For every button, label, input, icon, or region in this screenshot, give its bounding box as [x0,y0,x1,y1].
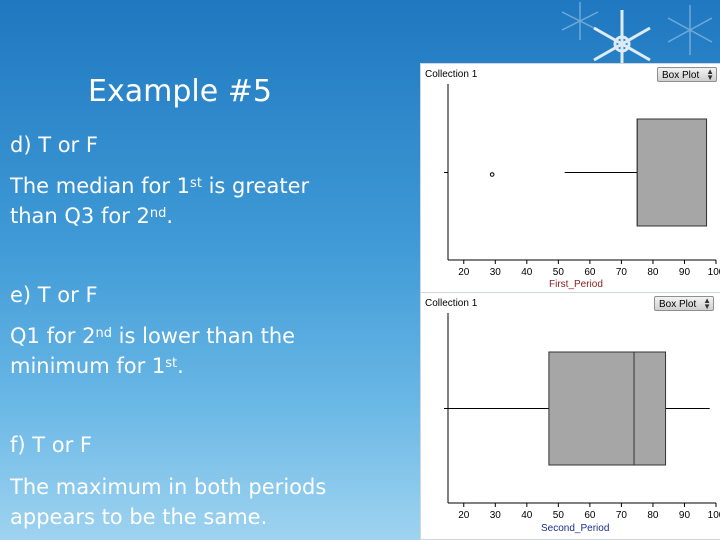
question-e-text: Q1 for 2nd is lower than the minimum for… [10,324,296,378]
question-e-label: e) T or F [10,283,98,307]
x-tick-label: 40 [521,267,533,278]
iqr-box [548,351,667,466]
x-tick-label: 20 [458,267,470,278]
axis-title-second-period: Second_Period [541,523,610,534]
plot-type-dropdown[interactable]: Box Plot ▲ ▼ [654,296,714,311]
x-tick-label: 40 [521,510,533,521]
x-tick-label: 60 [584,267,596,278]
x-tick-label: 70 [616,267,628,278]
x-tick-label: 70 [616,510,628,521]
x-tick-label: 30 [490,510,502,521]
question-f-label: f) T or F [10,433,93,457]
question-d-label: d) T or F [10,133,98,157]
up-down-arrow-icon: ▲ ▼ [703,296,711,311]
collection-label: Collection 1 [425,69,478,80]
question-d-text: The median for 1st is greater than Q3 fo… [10,174,310,228]
boxplot-panel-first-period: Collection 1 Box Plot ▲ ▼ 20 30 40 50 60 70 80 9… [420,63,720,293]
dropdown-value: Box Plot [659,299,697,310]
x-tick-label: 30 [490,267,502,278]
boxplot-panel-second-period: Collection 1 Box Plot ▲ ▼ 20 30 40 50 60 70 80 9… [420,292,720,540]
plot-type-dropdown[interactable]: Box Plot ▲ ▼ [657,67,717,82]
snowflake-decoration [561,2,713,66]
x-tick-label: 50 [553,267,565,278]
x-tick-label: 90 [679,510,691,521]
outlier-point [489,172,495,177]
question-f-text: The maximum in both periods appears to b… [10,475,327,529]
x-tick-label: 90 [679,267,691,278]
up-down-arrow-icon: ▲ ▼ [706,67,714,82]
x-tick-label: 60 [584,510,596,521]
x-tick-label: 80 [647,267,659,278]
slide-title: Example #5 [88,74,272,109]
x-tick-label: 100 [708,510,720,521]
dropdown-value: Box Plot [662,70,700,81]
iqr-box [636,118,708,227]
boxplot-first-period: 20 30 40 50 60 70 80 90 100 [444,84,720,278]
boxplot-second-period: 20 30 40 50 60 70 80 90 100 [444,313,720,521]
collection-label: Collection 1 [425,298,478,309]
x-tick-label: 100 [708,267,720,278]
x-tick-label: 80 [647,510,659,521]
x-tick-label: 50 [553,510,565,521]
axis-title-first-period: First_Period [549,279,603,290]
x-tick-label: 20 [458,510,470,521]
